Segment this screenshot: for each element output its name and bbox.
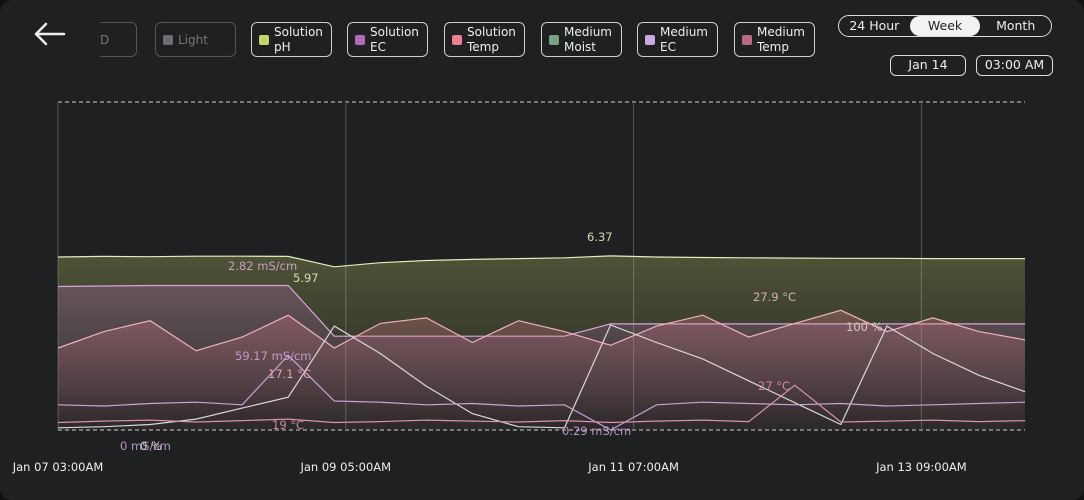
series-line bbox=[57, 354, 1026, 431]
legend-label: Solution EC bbox=[370, 25, 419, 54]
annotation: 0.29 mS/cm bbox=[562, 424, 631, 438]
range-option[interactable]: Month bbox=[996, 18, 1036, 33]
annotation: 6.37 bbox=[587, 230, 613, 244]
series-area bbox=[58, 255, 1025, 430]
legend-button[interactable]: Solution EC bbox=[347, 22, 428, 57]
legend-label: Medium EC bbox=[660, 25, 708, 54]
legend-button[interactable]: Light bbox=[155, 22, 236, 57]
legend-label: Solution pH bbox=[274, 25, 323, 54]
legend-swatch bbox=[355, 35, 365, 45]
series-area bbox=[58, 310, 1025, 430]
annotation: 100 % bbox=[846, 320, 883, 334]
x-tick-label: Jan 07 03:00AM bbox=[12, 460, 104, 474]
series-line bbox=[57, 309, 1026, 352]
annotation: 2.82 mS/cm bbox=[228, 259, 297, 273]
legend-swatch bbox=[549, 35, 559, 45]
annotation: 59.17 mS/cm bbox=[235, 349, 311, 363]
range-option[interactable]: Week bbox=[909, 16, 981, 36]
series-line bbox=[57, 255, 1025, 268]
legend-label: Light bbox=[178, 33, 208, 47]
legend-swatch bbox=[645, 35, 655, 45]
series-line bbox=[57, 284, 1025, 337]
legend-button[interactable]: Solution Temp bbox=[444, 22, 525, 57]
series-area bbox=[58, 285, 1025, 430]
date-button[interactable]: Jan 14 bbox=[890, 55, 966, 76]
series-line bbox=[57, 324, 1026, 429]
legend-swatch bbox=[452, 35, 462, 45]
legend-swatch bbox=[742, 35, 752, 45]
legend-button[interactable]: Medium EC bbox=[637, 22, 718, 57]
back-button[interactable] bbox=[30, 14, 90, 74]
annotation: 0 % bbox=[140, 439, 162, 453]
range-toggle: 24 Hour Week Month bbox=[838, 15, 1052, 37]
time-button[interactable]: 03:00 AM bbox=[976, 55, 1053, 76]
legend-label: Medium Temp bbox=[757, 25, 805, 54]
legend-label: D bbox=[100, 33, 110, 47]
legend-button[interactable]: D bbox=[100, 22, 137, 57]
series-line bbox=[57, 384, 1026, 424]
legend-label: Solution Temp bbox=[467, 25, 516, 54]
annotation: 17.1 °C bbox=[268, 367, 311, 381]
annotation: 0 mS/cm bbox=[120, 439, 171, 453]
legend-button[interactable]: Medium Moist bbox=[541, 22, 622, 57]
legend-label: Medium Moist bbox=[564, 25, 612, 54]
x-tick-label: Jan 11 07:00AM bbox=[587, 460, 679, 474]
legend-swatch bbox=[163, 35, 173, 45]
annotation: 27.9 °C bbox=[753, 290, 796, 304]
annotation: 27 °C bbox=[758, 379, 790, 393]
legend-swatch bbox=[259, 35, 269, 45]
legend-button[interactable]: Solution pH bbox=[251, 22, 332, 57]
x-tick-label: Jan 09 05:00AM bbox=[299, 460, 391, 474]
annotation: 19 °C bbox=[272, 418, 304, 432]
legend-button[interactable]: Medium Temp bbox=[734, 22, 815, 57]
annotation: 5.97 bbox=[293, 271, 319, 285]
range-option[interactable]: 24 Hour bbox=[849, 18, 900, 33]
x-tick-label: Jan 13 09:00AM bbox=[875, 460, 967, 474]
